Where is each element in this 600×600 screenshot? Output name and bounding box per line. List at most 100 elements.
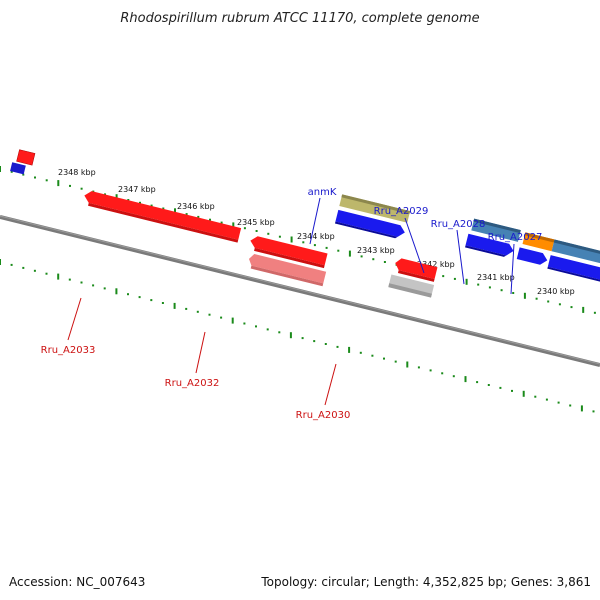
gene-label-Rru_A2027[interactable]: Rru_A2027 <box>488 232 543 243</box>
scale-dot <box>301 337 304 340</box>
scale-dot <box>488 286 491 289</box>
scale-dot <box>243 227 246 230</box>
scale-tick <box>232 222 235 229</box>
blue-arrow-under-2029-feature[interactable] <box>465 233 515 259</box>
scale-dot <box>487 384 490 386</box>
kbp-label: 2341 kbp <box>477 273 515 282</box>
kbp-label: 2345 kbp <box>237 218 275 227</box>
scale-dot <box>161 302 164 304</box>
forward-upper-left-feature[interactable] <box>16 149 36 166</box>
gene-label-anmK[interactable]: anmK <box>308 187 337 198</box>
scale-tick <box>290 236 293 243</box>
gene-labels: anmK Rru_A2029 Rru_A2028 Rru_A2027 Rru_A… <box>41 187 543 421</box>
gene-features <box>10 149 600 298</box>
scale-dot <box>477 283 480 286</box>
scale-dot <box>92 284 95 287</box>
scale-dot <box>359 351 362 354</box>
scale-dot <box>511 389 513 392</box>
scale-dot <box>499 386 502 389</box>
lower-scale-track <box>0 259 595 413</box>
kbp-label: 2342 kbp <box>417 260 455 269</box>
scale-dot <box>197 215 200 218</box>
scale-tick <box>0 166 1 172</box>
scale-dot <box>220 316 223 319</box>
scale-dot <box>22 173 25 176</box>
kbp-label: 2346 kbp <box>177 202 215 211</box>
kbp-label: 2343 kbp <box>357 246 395 255</box>
scale-dot <box>325 246 328 249</box>
scale-dot <box>45 272 48 275</box>
blue-arrow-under-anmK-feature[interactable] <box>334 209 406 240</box>
scale-tick <box>57 180 60 187</box>
kbp-label: 2344 kbp <box>297 232 335 241</box>
scale-dot <box>383 261 386 263</box>
scale-tick <box>465 278 468 285</box>
scale-dot <box>45 179 48 182</box>
scale-dot <box>360 255 363 258</box>
scale-dot <box>372 258 375 261</box>
scale-dot <box>80 187 83 190</box>
scale-dot <box>441 372 444 375</box>
scale-dot <box>452 375 455 378</box>
gene-label-Rru_A2029[interactable]: Rru_A2029 <box>374 206 429 217</box>
scale-dot <box>302 241 305 244</box>
Rru_A2030-feature[interactable] <box>388 274 435 298</box>
gene-label-Rru_A2028[interactable]: Rru_A2028 <box>431 219 486 230</box>
gene-label-Rru_A2033[interactable]: Rru_A2033 <box>41 345 96 356</box>
scale-dot <box>278 235 281 238</box>
scale-dot <box>138 296 141 299</box>
blue-arrow-2-feature[interactable] <box>516 247 549 266</box>
scale-labels: 2348 kbp 2347 kbp 2346 kbp 2345 kbp 2344… <box>58 168 575 296</box>
scale-dot <box>592 410 595 413</box>
scale-dot <box>278 331 281 334</box>
scale-dot <box>220 221 223 224</box>
scale-dot <box>22 266 25 269</box>
scale-tick <box>348 250 351 257</box>
scale-dot <box>547 300 550 303</box>
kbp-label: 2340 kbp <box>537 287 575 296</box>
scale-dot <box>313 244 316 247</box>
scale-tick <box>173 302 176 309</box>
scale-dot <box>266 328 269 331</box>
scale-dot <box>162 207 165 210</box>
scale-dot <box>34 176 36 179</box>
scale-dot <box>429 369 432 372</box>
scale-dot <box>500 289 503 292</box>
genome-summary-text: Topology: circular; Length: 4,352,825 bp… <box>260 575 591 589</box>
gene-label-Rru_A2030[interactable]: Rru_A2030 <box>296 410 351 421</box>
scale-dot <box>209 218 211 221</box>
scale-dot <box>534 395 537 398</box>
scale-dot <box>185 213 188 216</box>
Rru_A2029-feature[interactable] <box>471 218 521 242</box>
red-arrow-mid-feature[interactable] <box>248 235 328 269</box>
scale-dot <box>33 269 36 272</box>
Rru_A2032-feature[interactable] <box>247 253 327 287</box>
scale-tick <box>580 405 583 412</box>
leader-Rru_A2030 <box>324 363 337 406</box>
scale-tick <box>582 306 585 313</box>
Rru_A2033-feature[interactable] <box>82 190 242 243</box>
orange-feature[interactable] <box>522 232 555 252</box>
scale-dot <box>104 193 106 196</box>
scale-dot <box>476 381 479 384</box>
reverse-left-edge-feature[interactable] <box>10 162 26 175</box>
scale-tick <box>523 292 526 299</box>
anmK-feature[interactable] <box>339 194 411 223</box>
scale-dot <box>208 313 211 316</box>
gene-label-Rru_A2032[interactable]: Rru_A2032 <box>165 378 220 389</box>
scale-dot <box>10 170 13 173</box>
Rru_A2027-feature[interactable] <box>547 255 600 285</box>
scale-dot <box>139 201 141 204</box>
scale-dot <box>337 249 340 252</box>
scale-dot <box>453 277 456 280</box>
scale-dot <box>69 184 71 187</box>
red-arrow-small-feature[interactable] <box>393 257 438 282</box>
scale-tick <box>57 273 60 280</box>
scale-dot <box>196 310 199 313</box>
scale-dot <box>68 278 71 281</box>
scale-dot <box>10 263 13 266</box>
Rru_A2028-feature[interactable] <box>551 239 600 268</box>
scale-dot <box>127 199 130 201</box>
scale-dot <box>324 343 327 345</box>
